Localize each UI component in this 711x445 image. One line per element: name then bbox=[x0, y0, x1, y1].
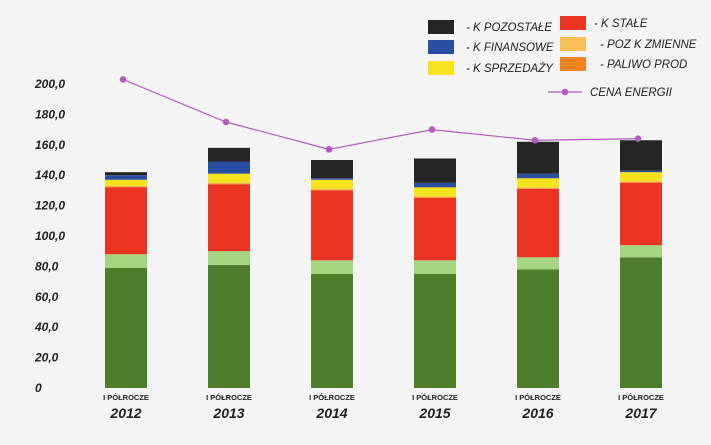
legend-swatch bbox=[428, 40, 454, 54]
bar-segment bbox=[517, 141, 559, 174]
y-tick-label: 80,0 bbox=[35, 259, 59, 273]
x-tick-sublabel: I PÓŁROCZE bbox=[103, 393, 149, 402]
legend-line-marker bbox=[561, 88, 569, 96]
legend-label: - K FINANSOWE bbox=[466, 42, 554, 54]
legend-label: - POZ K ZMIENNE bbox=[600, 39, 697, 51]
x-tick-sublabel: I PÓŁROCZE bbox=[309, 393, 355, 402]
energy-price-point bbox=[531, 136, 539, 144]
bar-segment bbox=[620, 182, 662, 183]
x-tick-label: 2014 bbox=[315, 405, 347, 421]
bar-segment bbox=[208, 147, 250, 162]
bar-segment bbox=[620, 170, 662, 173]
bar-segment bbox=[105, 254, 147, 268]
bar-segment bbox=[620, 182, 662, 246]
energy-price-line bbox=[122, 78, 639, 150]
x-tick-label: 2016 bbox=[521, 405, 553, 421]
x-tick-label: 2013 bbox=[212, 405, 244, 421]
x-tick-label: 2012 bbox=[109, 405, 141, 421]
bar-segment bbox=[517, 257, 559, 270]
bar-segment bbox=[414, 274, 456, 388]
bar-segment bbox=[311, 274, 353, 388]
energy-price-point bbox=[222, 118, 230, 126]
bar-segment bbox=[414, 198, 456, 261]
bar-segment bbox=[105, 179, 147, 186]
bar-segment bbox=[517, 187, 559, 189]
bar-segment bbox=[517, 188, 559, 189]
x-tick-sublabel: I PÓŁROCZE bbox=[618, 393, 664, 402]
legend-swatch bbox=[560, 16, 586, 30]
bar-segment bbox=[311, 260, 353, 274]
x-tick-label: 2015 bbox=[418, 405, 450, 421]
bar-segment bbox=[105, 185, 147, 187]
bar-segment bbox=[105, 186, 147, 188]
bar-segment bbox=[620, 245, 662, 258]
bar-segment bbox=[105, 187, 147, 255]
bar-segment bbox=[208, 182, 250, 184]
energy-price-point bbox=[119, 76, 127, 83]
y-tick-label: 60,0 bbox=[35, 290, 59, 304]
y-tick-label: 160,0 bbox=[35, 138, 65, 152]
bar-segment bbox=[311, 188, 353, 190]
energy-price-point bbox=[634, 135, 642, 143]
y-tick-label: 180,0 bbox=[35, 107, 65, 121]
bar-segment bbox=[208, 161, 250, 174]
bar-segment bbox=[414, 187, 456, 197]
legend-swatch bbox=[560, 37, 586, 51]
bar-segment bbox=[105, 267, 147, 388]
energy-price-point bbox=[428, 126, 436, 133]
y-tick-label: 200,0 bbox=[34, 77, 65, 91]
bar-segment bbox=[620, 140, 662, 171]
y-tick-label: 100,0 bbox=[35, 229, 65, 243]
bar-segment bbox=[414, 196, 456, 198]
bar-segment bbox=[517, 173, 559, 179]
bar-segment bbox=[311, 190, 353, 261]
legend-label: - PALIWO PROD bbox=[600, 59, 687, 71]
bar-segment bbox=[105, 175, 147, 180]
bar-segment bbox=[414, 158, 456, 183]
legend-label: - K SPRZEDAŻY bbox=[466, 63, 554, 75]
bar-segment bbox=[620, 257, 662, 388]
y-tick-label: 120,0 bbox=[35, 199, 65, 213]
bar-segment bbox=[517, 188, 559, 258]
bar-segment bbox=[517, 269, 559, 388]
bar-segment bbox=[208, 183, 250, 185]
bar-segment bbox=[414, 197, 456, 198]
bar-segment bbox=[414, 260, 456, 274]
x-tick-label: 2017 bbox=[624, 405, 657, 421]
y-tick-label: 40,0 bbox=[34, 320, 59, 334]
bar-segment bbox=[414, 182, 456, 188]
bar-segment bbox=[517, 178, 559, 188]
y-tick-label: 0 bbox=[35, 381, 42, 395]
bar-segment bbox=[208, 173, 250, 183]
x-tick-sublabel: I PÓŁROCZE bbox=[515, 393, 561, 402]
legend-swatch bbox=[560, 57, 586, 71]
bar-segment bbox=[208, 251, 250, 265]
legend-label: CENA ENERGII bbox=[590, 87, 673, 99]
bar-segment bbox=[208, 184, 250, 252]
y-tick-label: 20,0 bbox=[34, 351, 59, 365]
bar-segment bbox=[311, 160, 353, 179]
energy-price-point bbox=[325, 146, 333, 153]
bar-segment bbox=[105, 172, 147, 176]
legend-swatch bbox=[428, 20, 454, 34]
bar-segment bbox=[311, 179, 353, 189]
bar-segment bbox=[620, 172, 662, 182]
legend-label: - K POZOSTAŁE bbox=[466, 22, 552, 34]
bar-segment bbox=[208, 264, 250, 388]
legend-label: - K STAŁE bbox=[594, 18, 648, 30]
bar-segment bbox=[311, 189, 353, 191]
x-tick-sublabel: I PÓŁROCZE bbox=[412, 393, 458, 402]
bar-segment bbox=[311, 178, 353, 180]
bar-segment bbox=[620, 181, 662, 183]
legend-swatch bbox=[428, 61, 454, 75]
x-tick-sublabel: I PÓŁROCZE bbox=[206, 393, 252, 402]
y-tick-label: 140,0 bbox=[35, 168, 65, 182]
